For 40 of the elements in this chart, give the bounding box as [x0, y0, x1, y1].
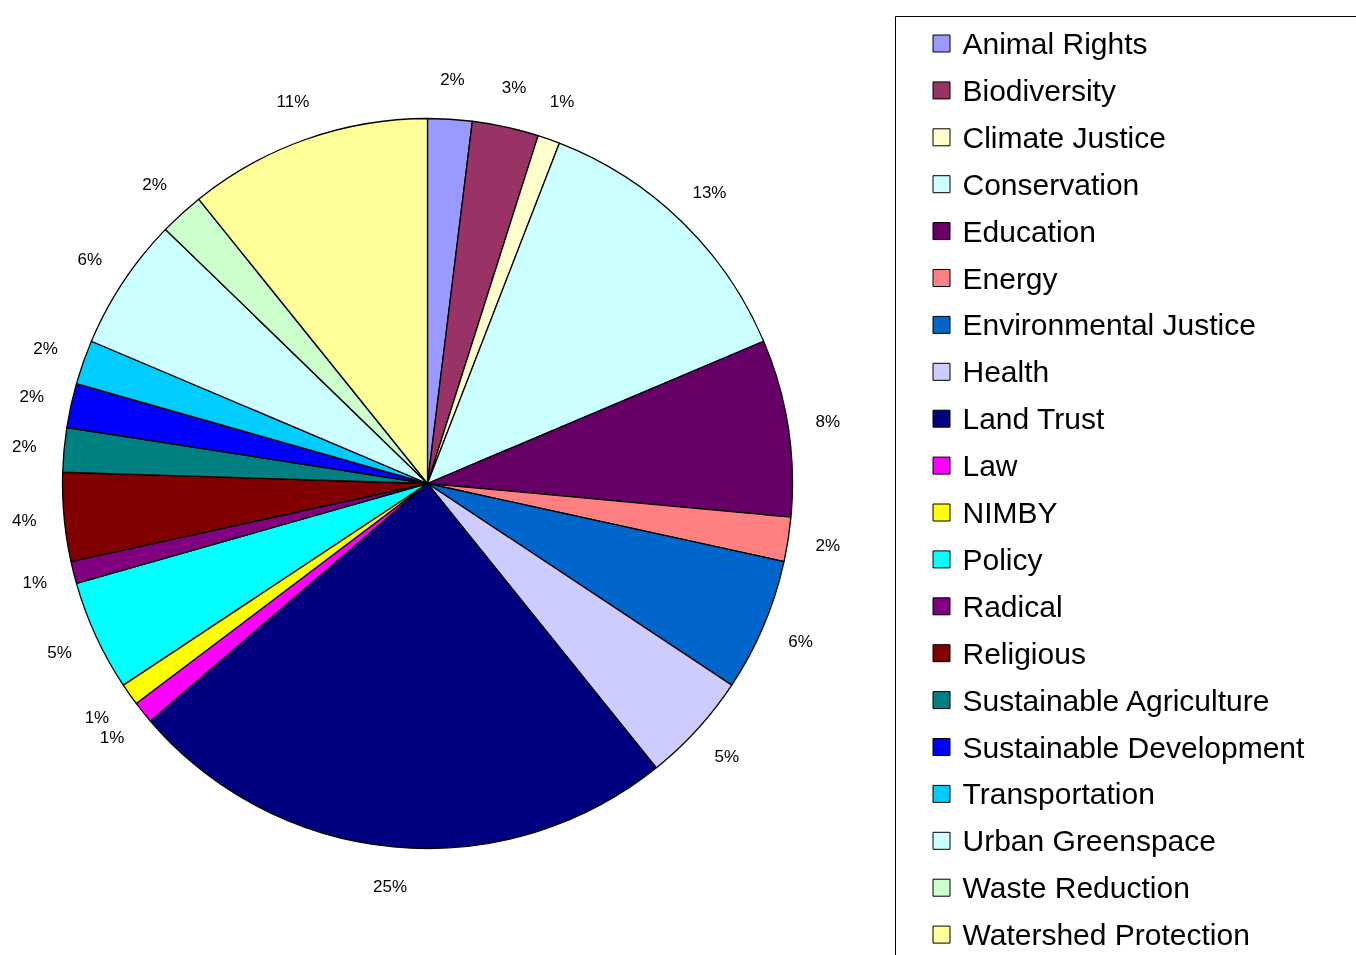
data-label: 3% — [501, 78, 527, 98]
legend-label: Conservation — [962, 167, 1140, 201]
legend-label: Biodiversity — [962, 73, 1116, 107]
data-label: 11% — [276, 92, 310, 112]
legend-label: Law — [962, 449, 1018, 483]
legend-label: Climate Justice — [962, 120, 1166, 154]
data-label: 1% — [549, 92, 575, 112]
data-label: 4% — [11, 511, 37, 531]
data-label: 8% — [815, 411, 840, 431]
data-label: 2% — [815, 536, 840, 556]
data-label: 6% — [788, 631, 813, 651]
legend-label: Sustainable Agriculture — [962, 683, 1270, 717]
legend-label: NIMBY — [962, 496, 1058, 529]
legend-label: Environmental Justice — [962, 308, 1256, 342]
legend-label: Urban Greenspace — [962, 824, 1216, 858]
data-label: 6% — [77, 250, 103, 270]
legend-label: Health — [962, 355, 1050, 389]
legend-label: Watershed Protection — [962, 918, 1250, 952]
legend-label: Policy — [962, 542, 1043, 576]
data-label: 2% — [11, 436, 37, 456]
legend-label: Energy — [962, 261, 1058, 295]
data-label: 5% — [47, 643, 72, 663]
data-label: 1% — [99, 727, 125, 747]
legend-label: Waste Reduction — [962, 871, 1190, 905]
data-label: 1% — [84, 708, 110, 727]
data-label: 25% — [373, 877, 408, 897]
data-label: 2% — [33, 339, 58, 359]
legend-label: Transportation — [962, 777, 1155, 811]
data-label: 2% — [19, 387, 45, 407]
data-label: 2% — [142, 174, 167, 194]
legend-label: Education — [962, 214, 1096, 248]
data-label: 2% — [440, 69, 465, 89]
data-label: 5% — [714, 746, 740, 766]
data-label: 13% — [692, 183, 727, 203]
legend-label: Land Trust — [962, 402, 1105, 436]
legend-label: Radical — [962, 589, 1063, 623]
legend-label: Animal Rights — [962, 27, 1148, 60]
legend-label: Religious — [962, 636, 1086, 670]
data-label: 1% — [22, 572, 48, 592]
legend-label: Sustainable Development — [962, 730, 1306, 764]
